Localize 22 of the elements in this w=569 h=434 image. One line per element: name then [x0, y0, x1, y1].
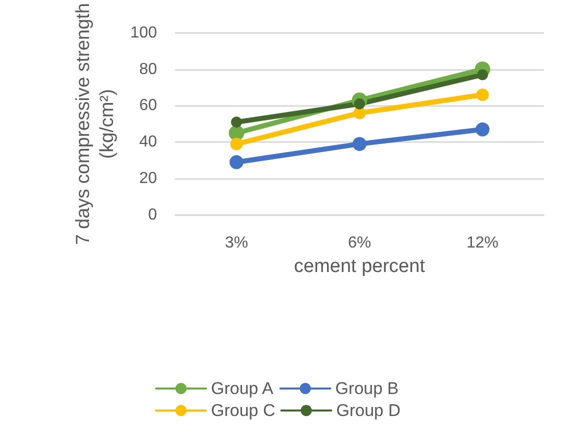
y-tick-label: 40 [139, 134, 158, 151]
point [230, 138, 243, 150]
point [476, 88, 489, 102]
point [477, 69, 488, 80]
legend-label: Group B [335, 379, 399, 398]
x-axis-title: cement percent [294, 256, 426, 277]
legend-label: Group A [211, 379, 274, 398]
y-tick-label: 100 [130, 24, 158, 42]
y-tick-label: 60 [139, 97, 158, 114]
y-tick-label: 20 [139, 170, 158, 188]
x-tick-label: 6% [348, 234, 372, 252]
y-axis-title: 7 days compressive strength (kg/cm²) [72, 2, 118, 245]
x-tick-label: 12% [466, 234, 499, 252]
legend-label: Group D [336, 401, 400, 420]
point [352, 136, 366, 151]
x-tick-label: 3% [224, 234, 248, 252]
point [231, 116, 242, 128]
legend-label: Group C [211, 401, 276, 420]
point [476, 122, 490, 136]
point [230, 155, 244, 170]
y-tick-label: 80 [139, 60, 158, 78]
y-tick-label: 0 [148, 206, 158, 224]
